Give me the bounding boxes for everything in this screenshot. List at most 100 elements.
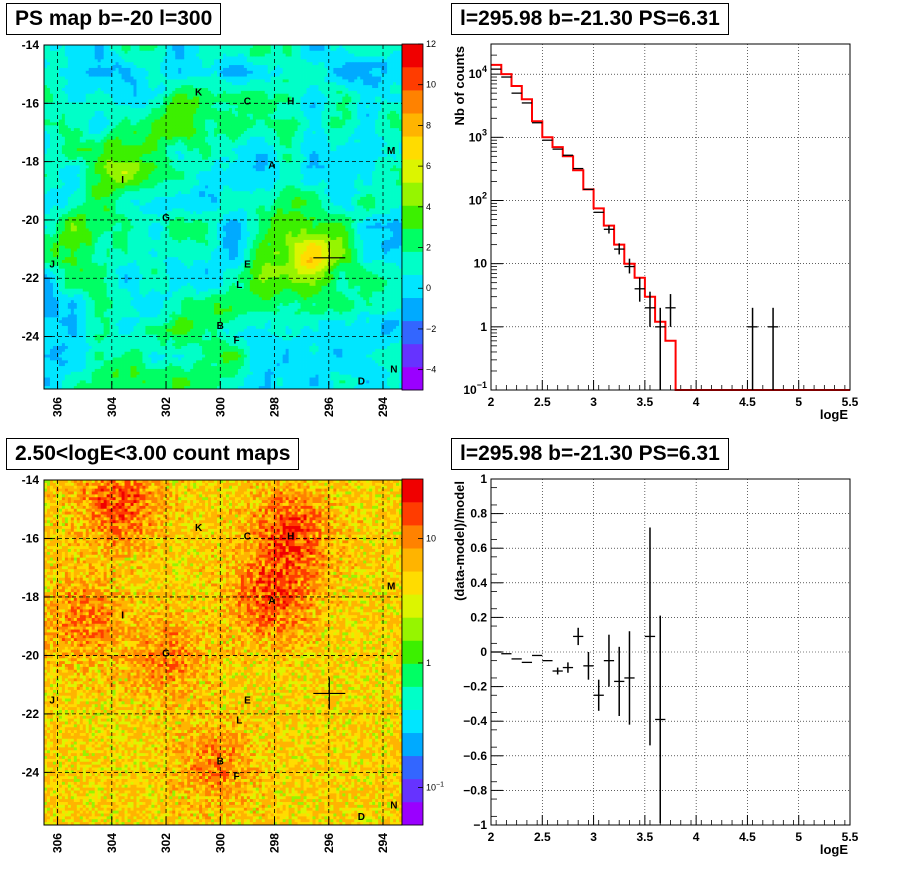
heatmap-cell <box>62 355 65 358</box>
heatmap-cell <box>128 111 131 114</box>
heatmap-cell <box>125 269 128 272</box>
heatmap-cell <box>92 128 95 131</box>
heatmap-cell <box>47 369 50 372</box>
heatmap-cell <box>65 79 68 82</box>
heatmap-cell <box>110 294 113 297</box>
heatmap-cell <box>86 355 89 358</box>
heatmap-cell <box>101 163 104 166</box>
heatmap-cell <box>68 85 71 88</box>
heatmap-cell <box>110 366 113 369</box>
heatmap-cell <box>122 309 125 312</box>
heatmap-cell <box>104 145 107 148</box>
heatmap-cell <box>89 59 92 62</box>
heatmap-cell <box>68 228 71 231</box>
heatmap-cell <box>89 323 92 326</box>
heatmap-cell <box>122 145 125 148</box>
heatmap-cell <box>104 289 107 292</box>
heatmap-cell <box>47 145 50 148</box>
heatmap-cell <box>92 157 95 160</box>
heatmap-cell <box>59 105 62 108</box>
heatmap-cell <box>119 369 122 372</box>
heatmap-cell <box>113 56 116 59</box>
heatmap-cell <box>47 300 50 303</box>
heatmap-cell <box>98 337 101 340</box>
heatmap-cell <box>119 117 122 120</box>
heatmap-cell <box>89 380 92 383</box>
heatmap-cell <box>101 277 104 280</box>
heatmap-cell <box>44 88 47 91</box>
heatmap-cell <box>101 226 104 229</box>
heatmap-cell <box>77 226 80 229</box>
heatmap-cell <box>104 171 107 174</box>
heatmap-cell <box>83 231 86 234</box>
heatmap-cell <box>110 74 113 77</box>
heatmap-cell <box>95 157 98 160</box>
heatmap-cell <box>110 254 113 257</box>
heatmap-cell <box>89 171 92 174</box>
heatmap-cell <box>107 326 110 329</box>
heatmap-cell <box>59 380 62 383</box>
heatmap-cell <box>110 117 113 120</box>
heatmap-cell <box>62 94 65 97</box>
heatmap-cell <box>53 97 56 100</box>
heatmap-cell <box>83 191 86 194</box>
heatmap-cell <box>62 208 65 211</box>
heatmap-cell <box>113 91 116 94</box>
heatmap-cell <box>74 74 77 77</box>
heatmap-cell <box>62 168 65 171</box>
heatmap-cell <box>50 128 53 131</box>
heatmap-cell <box>68 249 71 252</box>
heatmap-cell <box>125 237 128 240</box>
heatmap-cell <box>128 88 131 91</box>
heatmap-cell <box>116 165 119 168</box>
heatmap-cell <box>74 137 77 140</box>
heatmap-cell <box>77 231 80 234</box>
heatmap-cell <box>95 323 98 326</box>
heatmap-cell <box>68 194 71 197</box>
heatmap-cell <box>95 99 98 102</box>
heatmap-cell <box>101 378 104 381</box>
heatmap-cell <box>122 56 125 59</box>
heatmap-cell <box>89 372 92 375</box>
heatmap-cell <box>65 257 68 260</box>
heatmap-cell <box>116 140 119 143</box>
heatmap-cell <box>59 171 62 174</box>
heatmap-cell <box>98 154 101 157</box>
heatmap-cell <box>59 211 62 214</box>
heatmap-cell <box>53 380 56 383</box>
heatmap-cell <box>44 56 47 59</box>
heatmap-cell <box>59 165 62 168</box>
heatmap-cell <box>92 74 95 77</box>
heatmap-cell <box>53 88 56 91</box>
heatmap-cell <box>68 157 71 160</box>
heatmap-cell <box>77 165 80 168</box>
heatmap-cell <box>104 326 107 329</box>
heatmap-cell <box>59 168 62 171</box>
heatmap-cell <box>125 314 128 317</box>
heatmap-cell <box>80 142 83 145</box>
heatmap-cell <box>116 137 119 140</box>
heatmap-cell <box>80 372 83 375</box>
heatmap-cell <box>95 188 98 191</box>
heatmap-cell <box>53 206 56 209</box>
heatmap-cell <box>101 237 104 240</box>
heatmap-cell <box>89 183 92 186</box>
heatmap-cell <box>68 151 71 154</box>
heatmap-cell <box>116 111 119 114</box>
heatmap-cell <box>65 134 68 137</box>
heatmap-cell <box>65 263 68 266</box>
heatmap-cell <box>92 329 95 332</box>
heatmap-cell <box>80 320 83 323</box>
heatmap-cell <box>107 131 110 134</box>
heatmap-cell <box>89 157 92 160</box>
heatmap-cell <box>104 102 107 105</box>
heatmap-cell <box>59 306 62 309</box>
heatmap-cell <box>86 151 89 154</box>
heatmap-cell <box>86 280 89 283</box>
heatmap-cell <box>125 226 128 229</box>
heatmap-cell <box>71 171 74 174</box>
heatmap-cell <box>74 88 77 91</box>
heatmap-cell <box>125 160 128 163</box>
heatmap-cell <box>95 234 98 237</box>
heatmap-cell <box>68 134 71 137</box>
